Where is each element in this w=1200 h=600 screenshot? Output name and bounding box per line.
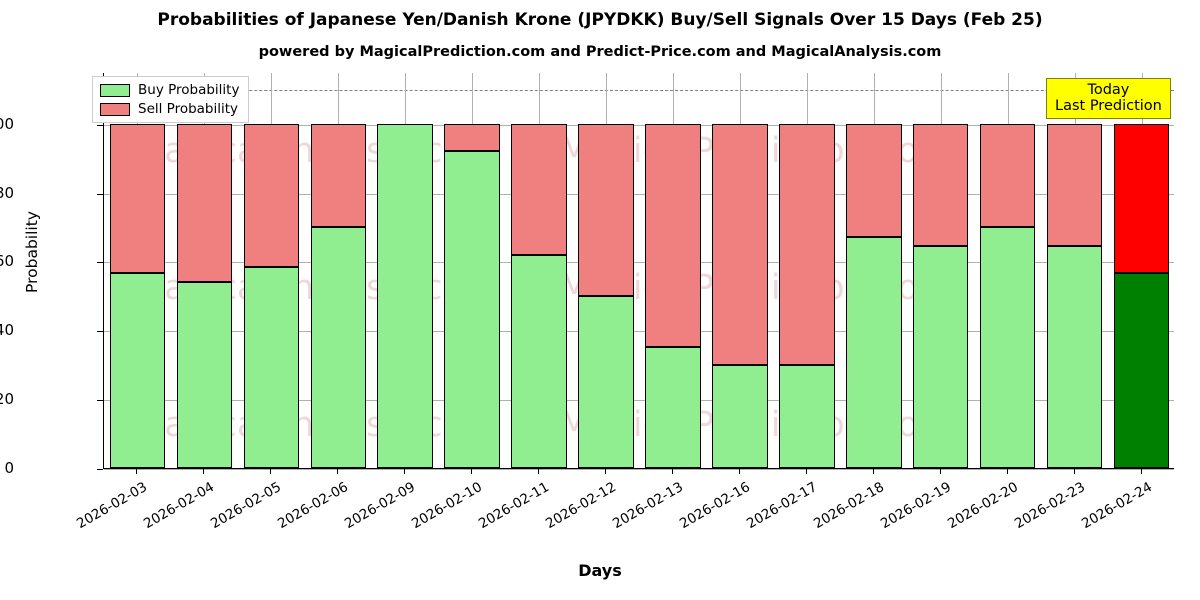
y-tick-mark bbox=[97, 331, 103, 333]
bar-segment-sell[interactable] bbox=[444, 123, 500, 152]
y-tick-mark bbox=[97, 193, 103, 195]
bar-group[interactable] bbox=[979, 72, 1036, 468]
gridline-horizontal bbox=[104, 262, 1174, 264]
y-tick-label: 60 bbox=[0, 252, 14, 271]
bar-group[interactable] bbox=[1113, 72, 1170, 468]
bar-segment-sell[interactable] bbox=[912, 123, 969, 246]
bar-group[interactable] bbox=[511, 72, 567, 468]
bar-group[interactable] bbox=[310, 72, 367, 468]
bar-segment-buy[interactable] bbox=[176, 282, 233, 468]
y-axis-label: Probability bbox=[23, 211, 41, 293]
bar-segment-buy[interactable] bbox=[511, 254, 567, 468]
bar-segment-buy[interactable] bbox=[578, 295, 634, 468]
chart-subtitle: powered by MagicalPrediction.com and Pre… bbox=[258, 44, 942, 60]
bar-segment-buy[interactable] bbox=[846, 237, 902, 468]
x-tick-mark bbox=[872, 469, 874, 474]
x-tick-mark bbox=[805, 469, 807, 474]
bar-segment-buy[interactable] bbox=[712, 364, 768, 468]
bar-segment-buy[interactable] bbox=[912, 245, 969, 468]
legend-label: Buy Probability bbox=[138, 82, 240, 98]
gridline-horizontal bbox=[104, 193, 1174, 195]
y-tick-label: 100 bbox=[0, 114, 14, 133]
bar-segment-buy[interactable] bbox=[979, 226, 1036, 468]
gridline-horizontal bbox=[104, 469, 1174, 470]
legend-item[interactable]: Buy Probability bbox=[100, 82, 239, 98]
gridline-horizontal bbox=[104, 400, 1174, 402]
legend-swatch-icon bbox=[100, 102, 130, 116]
bar-group[interactable] bbox=[444, 72, 500, 468]
bar-segment-sell[interactable] bbox=[645, 123, 701, 348]
bar-group[interactable] bbox=[578, 72, 634, 468]
x-tick-mark bbox=[738, 469, 740, 474]
bar-segment-sell[interactable] bbox=[1046, 123, 1103, 246]
bar-group[interactable] bbox=[645, 72, 701, 468]
y-tick-label: 40 bbox=[0, 321, 14, 340]
x-tick-mark bbox=[1073, 469, 1075, 474]
x-tick-mark bbox=[270, 469, 272, 474]
today-annotation-line1: Today bbox=[1087, 82, 1130, 98]
x-tick-mark bbox=[404, 469, 406, 474]
bar-group[interactable] bbox=[176, 72, 233, 468]
bar-segment-buy[interactable] bbox=[1113, 273, 1170, 468]
gridline-horizontal bbox=[104, 331, 1174, 333]
bar-group[interactable] bbox=[243, 72, 300, 468]
x-tick-mark bbox=[605, 469, 607, 474]
bar-segment-sell[interactable] bbox=[846, 123, 902, 238]
bar-group[interactable] bbox=[109, 72, 166, 468]
bar-segment-sell[interactable] bbox=[1113, 123, 1170, 274]
y-tick-mark bbox=[97, 469, 103, 470]
bar-segment-buy[interactable] bbox=[377, 123, 433, 468]
x-tick-mark bbox=[337, 469, 339, 474]
bar-segment-sell[interactable] bbox=[109, 123, 166, 274]
bar-segment-sell[interactable] bbox=[979, 123, 1036, 227]
bar-group[interactable] bbox=[779, 72, 835, 468]
y-tick-mark bbox=[97, 400, 103, 402]
gridline-horizontal bbox=[104, 124, 1174, 126]
y-tick-mark bbox=[97, 124, 103, 126]
bar-segment-sell[interactable] bbox=[712, 123, 768, 365]
x-tick-mark bbox=[203, 469, 205, 474]
x-tick-mark bbox=[1006, 469, 1008, 474]
bar-segment-sell[interactable] bbox=[243, 123, 300, 267]
y-tick-label: 0 bbox=[4, 459, 14, 477]
x-tick-mark bbox=[1140, 469, 1142, 474]
bar-group[interactable] bbox=[712, 72, 768, 468]
today-annotation-line2: Last Prediction bbox=[1055, 98, 1162, 115]
bar-group[interactable] bbox=[377, 72, 433, 468]
bar-segment-buy[interactable] bbox=[109, 273, 166, 468]
x-tick-mark bbox=[136, 469, 138, 474]
chart-title: Probabilities of Japanese Yen/Danish Kro… bbox=[157, 10, 1043, 30]
bar-group[interactable] bbox=[1046, 72, 1103, 468]
bar-segment-sell[interactable] bbox=[511, 123, 567, 255]
bar-segment-sell[interactable] bbox=[779, 123, 835, 365]
bar-segment-buy[interactable] bbox=[1046, 245, 1103, 468]
x-tick-mark bbox=[471, 469, 473, 474]
bar-segment-buy[interactable] bbox=[310, 226, 367, 468]
y-tick-label: 20 bbox=[0, 390, 14, 409]
plot-area: MagicalAnalysis.comMagicalPrediction.com… bbox=[103, 72, 1174, 470]
x-tick-mark bbox=[671, 469, 673, 474]
bar-segment-buy[interactable] bbox=[444, 151, 500, 468]
bar-group[interactable] bbox=[912, 72, 969, 468]
x-tick-mark bbox=[939, 469, 941, 474]
bar-segment-sell[interactable] bbox=[578, 123, 634, 296]
reference-line bbox=[104, 90, 1174, 92]
legend-label: Sell Probability bbox=[138, 101, 239, 117]
bar-segment-buy[interactable] bbox=[243, 266, 300, 468]
plot-inner: MagicalAnalysis.comMagicalPrediction.com… bbox=[104, 72, 1174, 470]
bar-segment-buy[interactable] bbox=[645, 347, 701, 468]
chart-legend: Buy Probability Sell Probability bbox=[92, 76, 250, 123]
y-tick-label: 80 bbox=[0, 183, 14, 202]
x-tick-mark bbox=[538, 469, 540, 474]
legend-swatch-icon bbox=[100, 83, 130, 97]
today-annotation-box: Today Last Prediction bbox=[1046, 78, 1171, 120]
legend-item[interactable]: Sell Probability bbox=[100, 101, 239, 117]
y-tick-mark bbox=[97, 262, 103, 264]
bar-segment-sell[interactable] bbox=[310, 123, 367, 227]
bar-segment-sell[interactable] bbox=[176, 123, 233, 283]
x-axis-label: Days bbox=[578, 561, 622, 580]
bar-segment-buy[interactable] bbox=[779, 364, 835, 468]
bar-group[interactable] bbox=[846, 72, 902, 468]
